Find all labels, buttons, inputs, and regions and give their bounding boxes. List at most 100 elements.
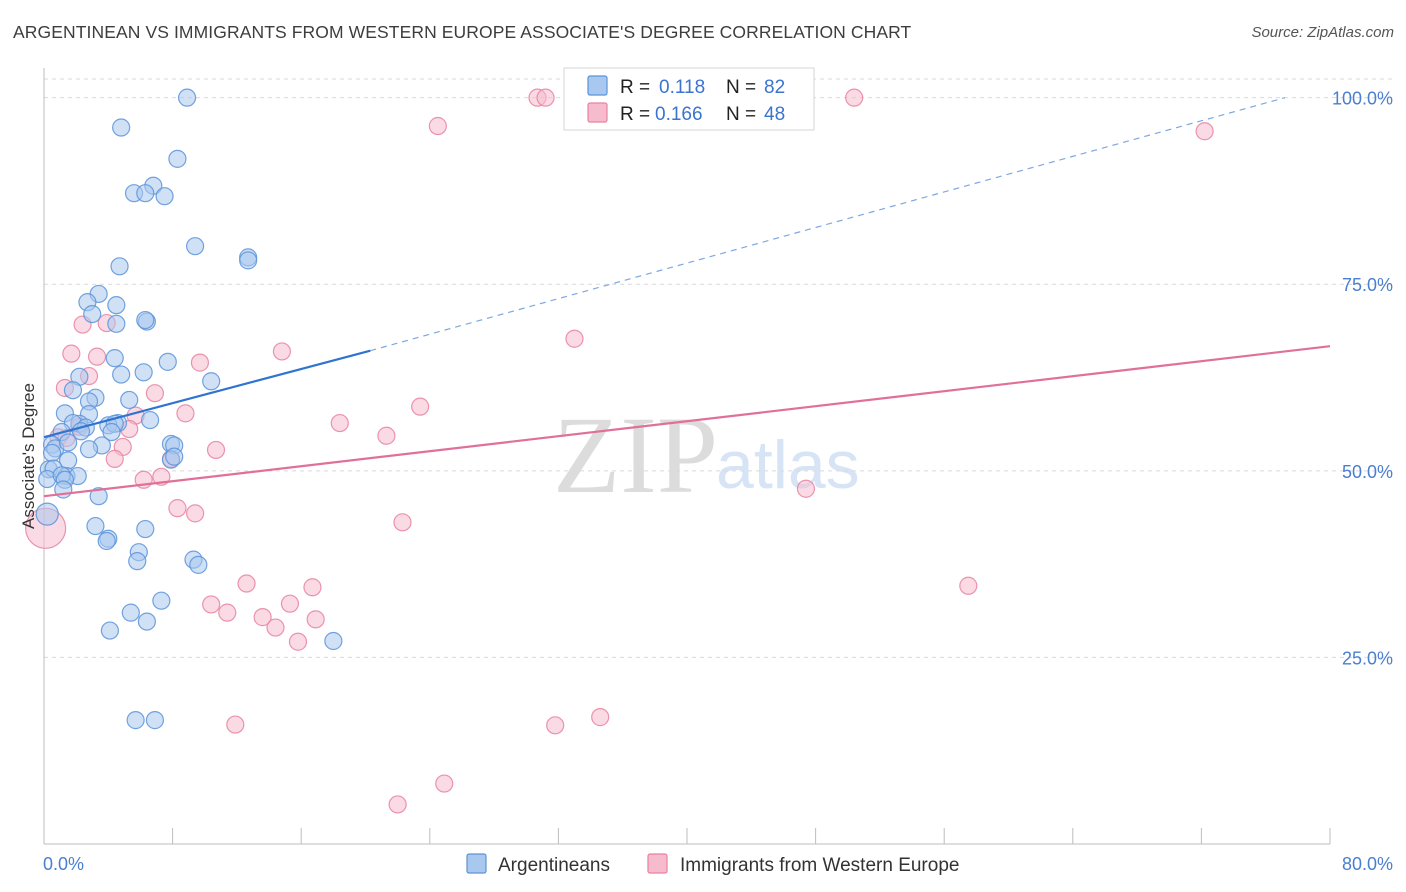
- point-argentineans: [239, 251, 258, 270]
- point-argentineans: [107, 314, 126, 333]
- point-argentineans: [152, 591, 171, 610]
- point-argentineans: [112, 118, 131, 137]
- trend-line-argentineans: [43, 349, 371, 439]
- point-western-europe: [105, 449, 124, 468]
- bottom-legend-label-western-europe: Immigrants from Western Europe: [680, 855, 959, 876]
- trend-lines: [43, 97, 1331, 498]
- chart-title: ARGENTINEAN VS IMMIGRANTS FROM WESTERN E…: [13, 22, 912, 42]
- point-western-europe: [591, 708, 610, 727]
- point-argentineans: [59, 433, 78, 452]
- point-argentineans: [136, 310, 155, 330]
- watermark-atlas: atlas: [716, 427, 860, 503]
- point-argentineans: [128, 552, 147, 571]
- point-argentineans: [89, 487, 108, 506]
- x-tick-label-max: 80.0%: [1342, 854, 1393, 874]
- point-western-europe: [202, 595, 221, 614]
- point-argentineans: [136, 184, 155, 203]
- point-argentineans: [140, 410, 160, 430]
- point-western-europe: [176, 404, 195, 423]
- point-western-europe: [546, 716, 565, 735]
- point-western-europe: [288, 632, 308, 651]
- point-western-europe: [306, 610, 325, 629]
- point-argentineans: [110, 257, 129, 276]
- x-tick-label-min: 0.0%: [43, 854, 84, 874]
- point-western-europe: [87, 347, 107, 366]
- point-argentineans: [97, 531, 116, 551]
- legend-r-value-western-europe: 0.166: [655, 104, 703, 125]
- point-argentineans: [189, 555, 208, 574]
- legend-swatch-western-europe: [587, 102, 608, 123]
- point-western-europe: [280, 594, 300, 613]
- y-tick-label-50: 50.0%: [1342, 462, 1393, 482]
- point-western-europe: [145, 384, 165, 403]
- point-western-europe: [435, 774, 454, 793]
- point-argentineans: [35, 502, 59, 526]
- point-argentineans: [79, 440, 99, 459]
- point-argentineans: [136, 519, 155, 539]
- legend-n-label-western-europe: N =: [726, 104, 756, 125]
- point-western-europe: [796, 479, 816, 498]
- point-western-europe: [237, 574, 256, 593]
- legend-n-value-argentineans: 82: [764, 77, 785, 98]
- stats-legend: R = 0.118 N = 82 R = 0.166 N = 48: [563, 67, 815, 131]
- point-argentineans: [158, 352, 177, 371]
- legend-n-value-western-europe: 48: [764, 104, 785, 125]
- y-tick-label-75: 75.0%: [1342, 275, 1393, 295]
- point-argentineans: [155, 187, 174, 206]
- point-argentineans: [83, 304, 102, 324]
- point-western-europe: [1195, 122, 1214, 141]
- point-western-europe: [845, 88, 864, 107]
- watermark-zip: ZIP: [553, 394, 718, 516]
- point-western-europe: [272, 342, 292, 361]
- point-argentineans: [120, 390, 139, 410]
- point-western-europe: [959, 576, 978, 595]
- point-argentineans: [105, 349, 124, 368]
- bottom-legend-label-argentineans: Argentineans: [498, 855, 610, 876]
- point-western-europe: [303, 578, 322, 597]
- point-western-europe: [218, 603, 237, 622]
- point-argentineans: [137, 612, 156, 631]
- bottom-legend-swatch-western-europe: [647, 853, 668, 874]
- point-western-europe: [565, 329, 584, 348]
- point-argentineans: [145, 711, 165, 730]
- point-argentineans: [134, 363, 153, 382]
- point-argentineans: [86, 516, 105, 536]
- point-argentineans: [165, 447, 184, 466]
- point-western-europe: [411, 397, 430, 416]
- point-western-europe: [330, 413, 349, 433]
- point-argentineans: [102, 422, 121, 442]
- point-argentineans: [177, 88, 197, 107]
- point-western-europe: [62, 344, 81, 363]
- series-legend: Argentineans Immigrants from Western Eur…: [466, 853, 959, 876]
- point-western-europe: [190, 353, 210, 372]
- legend-n-label-argentineans: N =: [726, 77, 756, 98]
- point-western-europe: [428, 116, 447, 136]
- point-western-europe: [186, 504, 205, 523]
- point-argentineans: [100, 621, 120, 640]
- point-argentineans: [112, 365, 131, 384]
- data-points: [25, 88, 1214, 814]
- grid-lines: [44, 78, 1392, 658]
- point-argentineans: [42, 443, 62, 463]
- point-western-europe: [226, 715, 245, 734]
- point-argentineans: [324, 631, 343, 651]
- y-axis-label: Associate's Degree: [19, 383, 38, 529]
- legend-swatch-argentineans: [587, 75, 608, 96]
- point-western-europe: [253, 608, 272, 627]
- source-credit: Source: ZipAtlas.com: [1251, 24, 1394, 41]
- point-argentineans: [121, 603, 140, 622]
- point-argentineans: [63, 381, 83, 400]
- y-tick-labels: 25.0% 50.0% 75.0% 100.0%: [1332, 89, 1393, 669]
- legend-r-label-western-europe: R =: [620, 104, 650, 125]
- bottom-legend-swatch-argentineans: [466, 853, 487, 874]
- point-western-europe: [388, 795, 407, 814]
- trend-line-argentineans-extension: [370, 97, 1286, 352]
- legend-r-value-argentineans: 0.118: [659, 77, 705, 98]
- point-argentineans: [126, 711, 145, 730]
- legend-r-label-argentineans: R =: [620, 77, 650, 98]
- point-western-europe: [536, 88, 555, 107]
- point-argentineans: [107, 296, 126, 315]
- point-western-europe: [266, 618, 285, 637]
- y-tick-label-25: 25.0%: [1342, 648, 1393, 668]
